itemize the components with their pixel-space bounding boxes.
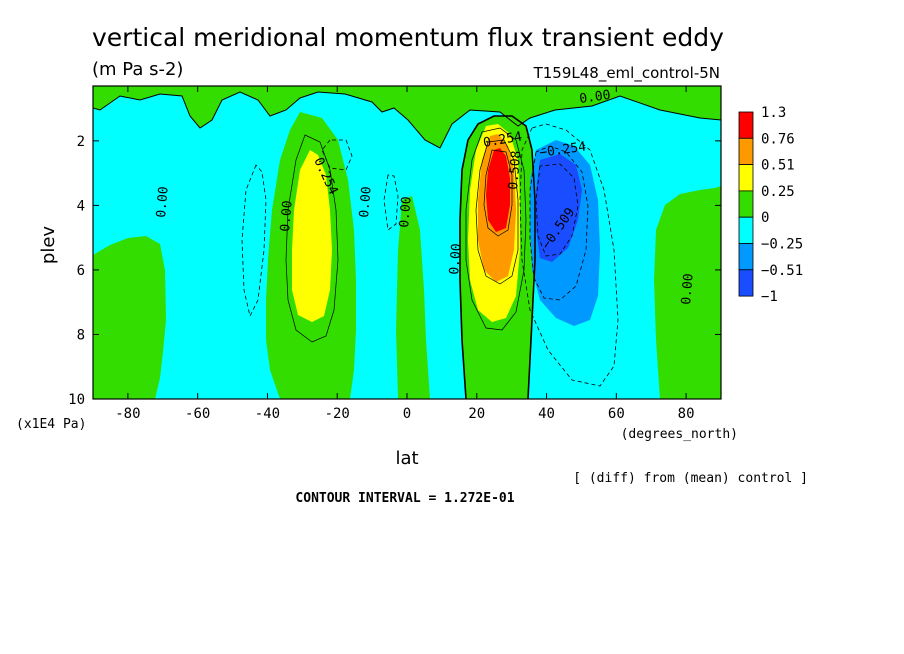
x-axis-units: (degrees_north) [621,427,738,442]
legend-label: 0.76 [761,131,795,147]
legend-label: −1 [761,289,778,305]
contour-line-neg-sh-top [321,139,353,171]
legend-label: 0 [761,210,769,226]
legend-swatch [738,216,754,244]
chart-units: (m Pa s-2) [92,59,183,80]
legend-label: 0.25 [761,184,795,200]
contour-line-neg-sh-left [241,164,267,318]
y-axis-label: plev [38,226,59,265]
contour-line-nh-2 [475,139,519,285]
y-tick-label: 10 [68,392,85,408]
legend-swatch [738,190,754,218]
plot-area: 0.00 0.00 0.00 0.00 0.00 0.00 0.254 0.25… [68,85,722,422]
legend-swatch [738,137,754,166]
diff-note: [ (diff) from (mean) control ] [573,471,808,486]
contour-interval: CONTOUR INTERVAL = 1.272E-01 [295,491,514,506]
legend-swatch [738,269,754,297]
contour-fill-blue-dark [536,154,582,262]
y-tick-label: 2 [77,134,85,150]
contour-line-neg-3 [535,163,579,257]
contour-fill-yellow-sh [292,150,332,322]
contour-fill-green-top [93,86,721,148]
contour-line-sh-outer [285,134,339,343]
legend-swatch [738,243,754,271]
contour-line-zero-nh-jet [459,115,536,399]
legend-label: 0.51 [761,158,795,174]
chart-title: vertical meridional momentum flux transi… [92,23,724,52]
run-label: T159L48_eml_control-5N [533,64,720,83]
legend-label: −0.25 [761,237,803,253]
contour-label: 0.00 [679,273,697,306]
contour-label: 0.00 [154,186,172,219]
y-tick-label: 4 [77,198,85,214]
contour-label: 0.00 [447,243,465,276]
x-axis-label: lat [395,448,418,469]
x-tick-label: -40 [255,406,280,422]
contour-label: 0.508 [506,150,524,190]
contour-fill-red-nh [486,148,510,232]
contour-line-neg-eq [383,174,399,231]
contour-label: 0.00 [397,196,415,229]
x-axis: -80 -60 -40 -20 0 20 40 60 80 [115,86,695,422]
x-tick-label: 40 [538,406,555,422]
y-tick-label: 8 [77,327,85,343]
x-tick-label: 0 [403,406,411,422]
contour-label: 0.00 [357,186,375,219]
y-tick-label: 6 [77,263,85,279]
contour-line-nh-1 [465,127,527,331]
x-tick-label: 60 [608,406,625,422]
legend-swatch [738,111,754,139]
contour-fill-green-eq [396,196,430,399]
contour-label: 0.00 [278,200,296,233]
legend-label: 1.3 [761,105,786,121]
contour-line-neg-1 [519,123,619,387]
legend-label: −0.51 [761,263,803,279]
legend-swatch [738,164,754,192]
y-axis-units: (x1E4 Pa) [16,417,86,432]
filled-contours [93,86,721,399]
contour-label: 0.00 [578,88,611,107]
contour-label: 0.254 [482,129,523,151]
color-legend: 1.3 0.76 0.51 0.25 0 −0.25 −0.51 −1 [738,105,803,305]
contour-lines [93,91,721,399]
x-tick-label: -20 [325,406,350,422]
contour-line-zero-top [93,91,721,149]
x-tick-label: 20 [468,406,485,422]
x-tick-label: -60 [185,406,210,422]
contour-line-nh-3 [483,149,513,237]
contour-label: −0.254 [538,140,587,161]
x-tick-label: -80 [115,406,140,422]
x-tick-label: 80 [678,406,695,422]
contour-fill-green-left [93,236,166,399]
contour-fill-green-right [654,186,721,399]
y-axis: 2 4 6 8 10 [68,134,721,408]
